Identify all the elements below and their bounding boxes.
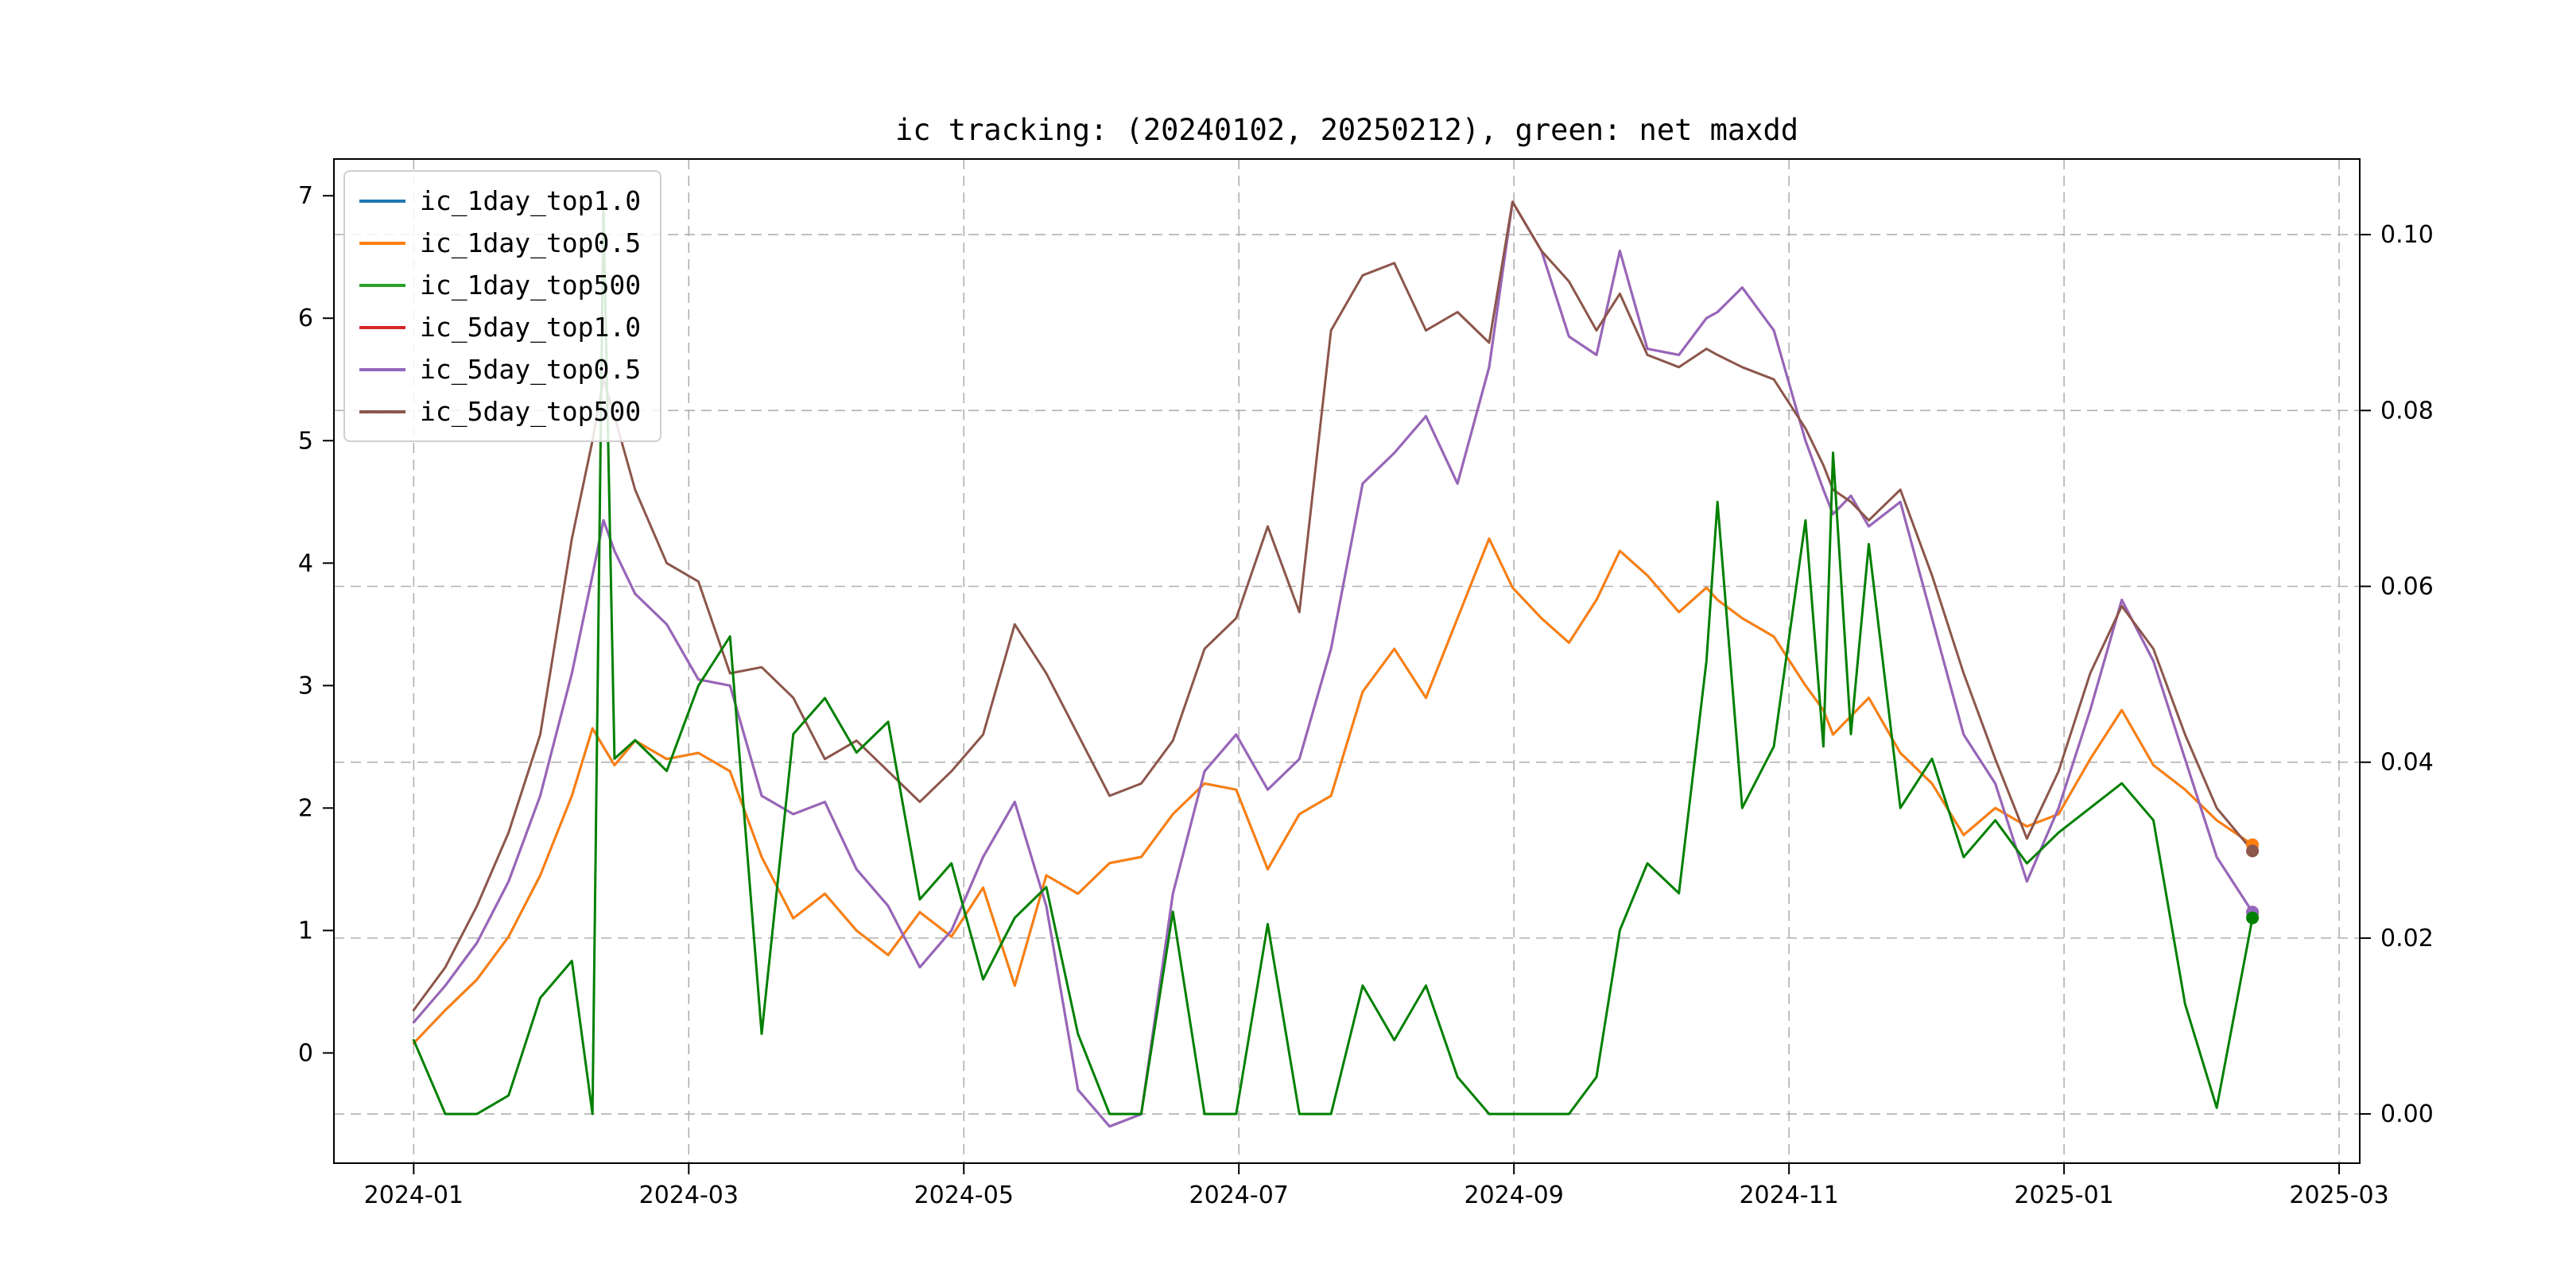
x-tick-label: 2024-11 <box>1739 1181 1838 1209</box>
legend-item: ic_5day_top500 <box>359 390 641 433</box>
series-line-ic_5day_top500 <box>412 200 2254 1011</box>
x-tick-label: 2024-09 <box>1464 1181 1563 1209</box>
axes-border <box>333 158 2361 1164</box>
series-end-dot-ic_5day_top500 <box>2246 844 2260 858</box>
legend-item: ic_1day_top0.5 <box>359 222 641 264</box>
legend: ic_1day_top1.0 ic_1day_top0.5 ic_1day_top5… <box>343 170 662 442</box>
legend-item-label: ic_1day_top1.0 <box>420 185 642 216</box>
legend-line-swatch <box>359 409 405 413</box>
legend-line-swatch <box>359 325 405 329</box>
y-tick-label-left: 3 <box>298 672 313 700</box>
y-tick-label-left: 4 <box>298 549 313 577</box>
legend-item: ic_1day_top1.0 <box>359 180 641 222</box>
y-tick-label-left: 0 <box>298 1039 313 1067</box>
legend-item-label: ic_1day_top0.5 <box>420 227 642 258</box>
x-tick-label: 2025-01 <box>2014 1181 2113 1209</box>
legend-item: ic_5day_top1.0 <box>359 306 641 348</box>
x-tick-label: 2024-03 <box>639 1181 739 1209</box>
y-tick-label-left: 7 <box>298 182 313 210</box>
y-tick-label-left: 2 <box>298 794 313 822</box>
legend-item-label: ic_1day_top500 <box>420 270 642 301</box>
series-line-ic_5day_top0.5 <box>412 200 2254 1128</box>
legend-item-label: ic_5day_top500 <box>420 396 642 427</box>
y-tick-label-left: 5 <box>298 427 313 455</box>
x-tick-label: 2025-03 <box>2289 1181 2388 1209</box>
y-tick-label-right: 0.00 <box>2380 1100 2434 1128</box>
series-line-ic_1day_top0.5 <box>412 537 2254 1045</box>
legend-line-swatch <box>359 199 405 203</box>
series-end-dot-ic_1day_top500 <box>2246 911 2260 925</box>
y-tick-label-right: 0.08 <box>2380 397 2434 425</box>
legend-item-label: ic_5day_top1.0 <box>420 312 642 343</box>
legend-item: ic_5day_top0.5 <box>359 348 641 390</box>
x-tick-label: 2024-07 <box>1189 1181 1289 1209</box>
y-tick-label-right: 0.10 <box>2380 221 2434 249</box>
y-tick-label-right: 0.06 <box>2380 572 2434 600</box>
y-tick-label-right: 0.02 <box>2380 925 2434 952</box>
y-tick-label-left: 6 <box>298 305 313 332</box>
y-tick-label-left: 1 <box>298 917 313 945</box>
legend-item-label: ic_5day_top0.5 <box>420 354 642 385</box>
x-tick-label: 2024-05 <box>914 1181 1014 1209</box>
chart-title: ic tracking: (20240102, 20250212), green… <box>894 113 1799 147</box>
x-tick-label: 2024-01 <box>364 1181 464 1209</box>
legend-line-swatch <box>359 241 405 245</box>
series-line-ic_1day_top500 <box>412 206 2254 1115</box>
legend-item: ic_1day_top500 <box>359 264 641 306</box>
y-tick-label-right: 0.04 <box>2380 749 2434 777</box>
legend-line-swatch <box>359 367 405 371</box>
legend-line-swatch <box>359 283 405 287</box>
